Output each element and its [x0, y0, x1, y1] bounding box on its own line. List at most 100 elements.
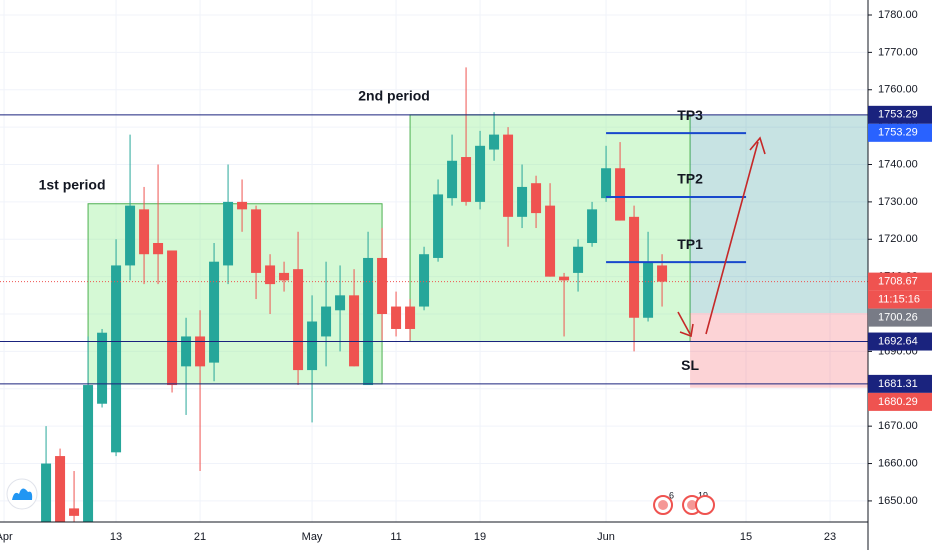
arrow-head	[749, 136, 766, 155]
y-tick-label: 1770.00	[878, 46, 918, 58]
price-label-bg	[868, 308, 932, 327]
candle-body	[363, 257, 374, 386]
stop-zone	[690, 313, 868, 388]
candle-body	[55, 456, 66, 522]
sl-label: SL	[681, 357, 699, 373]
candle-body	[167, 250, 178, 386]
candle-body	[587, 209, 598, 244]
tp-label: TP1	[677, 236, 703, 252]
price-label-bg	[868, 123, 932, 142]
y-tick-label: 1740.00	[878, 158, 918, 170]
candle-body	[307, 321, 318, 371]
x-tick-label: 19	[474, 531, 486, 543]
logo-cloud	[12, 488, 33, 500]
candle-body	[41, 463, 52, 522]
x-tick-label: 23	[824, 531, 836, 543]
candle-body	[69, 508, 80, 516]
period-box	[87, 203, 383, 385]
candle-body	[419, 254, 430, 307]
candle-body	[377, 257, 388, 315]
candle-body	[531, 183, 542, 214]
price-label: 1753.29	[878, 109, 918, 121]
price-label: 11:15:16	[878, 294, 920, 306]
candle-body	[573, 246, 584, 273]
period-label: 1st period	[39, 176, 106, 192]
target-zone	[690, 114, 868, 314]
x-tick-label: 15	[740, 531, 752, 543]
candle-body	[503, 134, 514, 217]
arrow-head	[679, 323, 694, 338]
candle-body	[181, 336, 192, 367]
candle-body	[433, 194, 444, 258]
candle-body	[195, 336, 206, 367]
candle-body	[657, 265, 668, 282]
y-tick-label: 1730.00	[878, 196, 918, 208]
price-label: 1753.29	[878, 127, 918, 139]
candle-body	[223, 201, 234, 266]
tp-label: TP3	[677, 107, 703, 123]
price-label: 1680.29	[878, 396, 918, 408]
y-tick-label: 1780.00	[878, 9, 918, 21]
candle-body	[293, 269, 304, 371]
event-flag	[658, 500, 669, 510]
candle-body	[139, 209, 150, 255]
candles	[41, 67, 668, 522]
zones	[87, 114, 868, 388]
candle-body	[153, 243, 164, 255]
price-label: 1692.64	[878, 335, 918, 347]
candle-body	[475, 145, 486, 202]
arrow-down	[677, 311, 691, 335]
x-tick-label: Apr	[0, 531, 13, 543]
y-tick-label: 1650.00	[878, 495, 918, 507]
candle-body	[279, 272, 290, 281]
price-label: 1700.26	[878, 312, 918, 324]
x-tick-label: 13	[110, 531, 122, 543]
y-tick-label: 1670.00	[878, 420, 918, 432]
arrows	[677, 136, 766, 338]
candle-body	[615, 168, 626, 221]
candle-body	[545, 205, 556, 277]
candle-body	[125, 205, 136, 266]
price-label-bg	[868, 332, 932, 351]
x-tick-label: May	[302, 531, 323, 543]
x-tick-label: Jun	[597, 531, 615, 543]
candle-body	[251, 209, 262, 273]
x-tick-label: 21	[194, 531, 206, 543]
price-label-bg	[868, 374, 932, 393]
candle-body	[517, 186, 528, 217]
candle-body	[237, 201, 248, 210]
y-tick-label: 1720.00	[878, 233, 918, 245]
candle-body	[405, 306, 416, 329]
event-count: 6	[669, 490, 674, 500]
candle-body	[643, 261, 654, 318]
candle-body	[111, 265, 122, 453]
price-label-bg	[868, 290, 932, 309]
time-axis	[0, 522, 868, 550]
candle-body	[335, 295, 346, 311]
price-label: 1708.67	[878, 276, 918, 288]
candle-body	[601, 168, 612, 199]
logo	[6, 478, 38, 510]
event-flag	[687, 500, 698, 510]
event-icon	[695, 495, 716, 515]
tp-label: TP2	[677, 171, 703, 187]
price-label: 1681.31	[878, 378, 918, 390]
price-label-bg	[868, 105, 932, 124]
candle-body	[629, 216, 640, 318]
candle-body	[265, 265, 276, 285]
x-tick-label: 11	[390, 531, 401, 543]
y-tick-label: 1760.00	[878, 84, 918, 96]
candle-body	[97, 332, 108, 404]
price-label-bg	[868, 392, 932, 411]
candle-body	[349, 295, 360, 367]
candle-body	[461, 157, 472, 202]
axes: 1650.001660.001670.001680.001690.001700.…	[0, 9, 932, 543]
candle-body	[391, 306, 402, 329]
y-tick-label: 1660.00	[878, 457, 918, 469]
candle-body	[321, 306, 332, 337]
candle-body	[209, 261, 220, 363]
candle-body	[559, 276, 570, 281]
price-label-bg	[868, 272, 932, 291]
